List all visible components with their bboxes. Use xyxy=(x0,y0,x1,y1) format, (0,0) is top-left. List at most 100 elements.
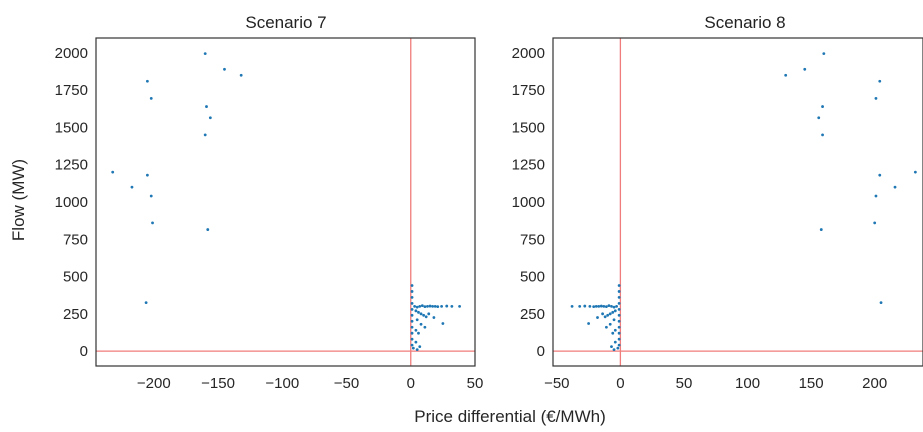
data-point xyxy=(144,301,148,305)
data-point xyxy=(130,185,134,189)
data-point xyxy=(450,304,454,308)
data-point xyxy=(420,304,424,308)
data-point xyxy=(415,348,419,351)
x-tick-label: 150 xyxy=(799,375,824,392)
data-point xyxy=(613,340,617,344)
data-point xyxy=(603,315,607,319)
data-point xyxy=(617,325,621,329)
plot-area xyxy=(96,38,475,366)
data-point xyxy=(203,52,207,56)
data-point xyxy=(873,221,877,225)
data-point xyxy=(594,304,598,308)
data-point xyxy=(617,337,621,341)
data-point xyxy=(874,96,878,100)
data-point xyxy=(410,301,414,305)
data-point xyxy=(822,52,826,56)
data-point xyxy=(613,328,617,332)
panel-title: Scenario 8 xyxy=(704,13,785,32)
data-point xyxy=(410,337,414,341)
data-point xyxy=(426,304,429,308)
data-point xyxy=(617,319,621,323)
data-point xyxy=(821,105,824,108)
data-point xyxy=(419,322,423,326)
x-tick-label: −50 xyxy=(544,375,569,392)
y-tick-label: 1250 xyxy=(512,157,545,174)
y-tick-label: 1750 xyxy=(55,82,88,99)
y-tick-label: 500 xyxy=(520,269,545,286)
data-point xyxy=(428,304,432,308)
x-tick-label: 50 xyxy=(676,375,693,392)
x-axis-label: Price differential (€/MWh) xyxy=(414,407,605,426)
data-point xyxy=(410,290,414,293)
data-point xyxy=(424,315,428,319)
data-point xyxy=(410,307,414,311)
y-tick-label: 2000 xyxy=(512,45,545,62)
plot-frame xyxy=(552,37,923,367)
x-tick-label: −50 xyxy=(334,375,359,392)
data-point xyxy=(608,312,612,316)
data-point xyxy=(436,305,440,309)
data-point xyxy=(414,340,418,344)
data-point xyxy=(410,325,414,329)
data-point xyxy=(413,304,417,308)
data-point xyxy=(879,301,883,305)
data-point xyxy=(410,313,414,317)
data-point xyxy=(817,116,821,120)
data-point xyxy=(610,304,613,308)
y-tick-label: 1500 xyxy=(512,119,545,136)
data-point xyxy=(617,331,621,335)
data-point xyxy=(417,331,420,335)
data-point xyxy=(913,170,917,174)
data-point xyxy=(878,173,882,177)
data-point xyxy=(203,133,207,137)
y-tick-label: 750 xyxy=(520,231,545,248)
data-point xyxy=(784,73,788,77)
data-point xyxy=(617,307,621,311)
data-point xyxy=(587,322,591,325)
data-point xyxy=(410,284,414,287)
x-tick-label: 0 xyxy=(407,375,415,392)
data-point xyxy=(445,304,449,308)
y-tick-label: 1250 xyxy=(55,157,88,174)
data-point xyxy=(583,304,587,308)
data-point xyxy=(145,173,149,177)
data-point xyxy=(414,309,418,313)
data-point xyxy=(149,194,153,198)
data-point xyxy=(419,312,423,316)
x-tick-label: 200 xyxy=(862,375,887,392)
data-point xyxy=(239,73,243,77)
data-point xyxy=(440,304,443,308)
data-point xyxy=(422,313,426,317)
y-axis-label: Flow (MW) xyxy=(9,159,28,241)
data-point xyxy=(617,343,621,347)
data-point xyxy=(410,296,414,299)
data-point xyxy=(617,296,621,299)
data-point xyxy=(205,105,208,108)
y-tick-label: 1500 xyxy=(55,119,88,136)
data-point xyxy=(208,116,212,120)
data-point xyxy=(415,318,419,322)
data-point xyxy=(417,310,420,314)
x-tick-label: 50 xyxy=(467,375,484,392)
panel-scenario-8: Scenario 8 −50 0 50 100 150 20002505007501000… xyxy=(512,13,923,392)
y-tick-label: 1000 xyxy=(55,194,88,211)
data-point xyxy=(111,170,115,174)
data-point xyxy=(612,305,616,309)
x-tick-label: 0 xyxy=(616,375,624,392)
y-tick-label: 250 xyxy=(63,306,88,323)
data-point xyxy=(610,345,613,349)
data-point xyxy=(414,328,418,332)
data-point xyxy=(617,313,621,317)
y-tick-label: 0 xyxy=(80,343,88,360)
data-point xyxy=(608,322,612,326)
data-point xyxy=(458,304,461,308)
data-point xyxy=(592,305,596,309)
y-tick-label: 0 xyxy=(537,343,545,360)
data-point xyxy=(612,318,616,322)
data-point xyxy=(602,304,606,308)
data-point xyxy=(418,345,422,349)
data-point xyxy=(874,194,878,198)
data-point xyxy=(206,228,210,231)
y-tick-label: 1750 xyxy=(512,82,545,99)
data-point xyxy=(601,312,604,316)
